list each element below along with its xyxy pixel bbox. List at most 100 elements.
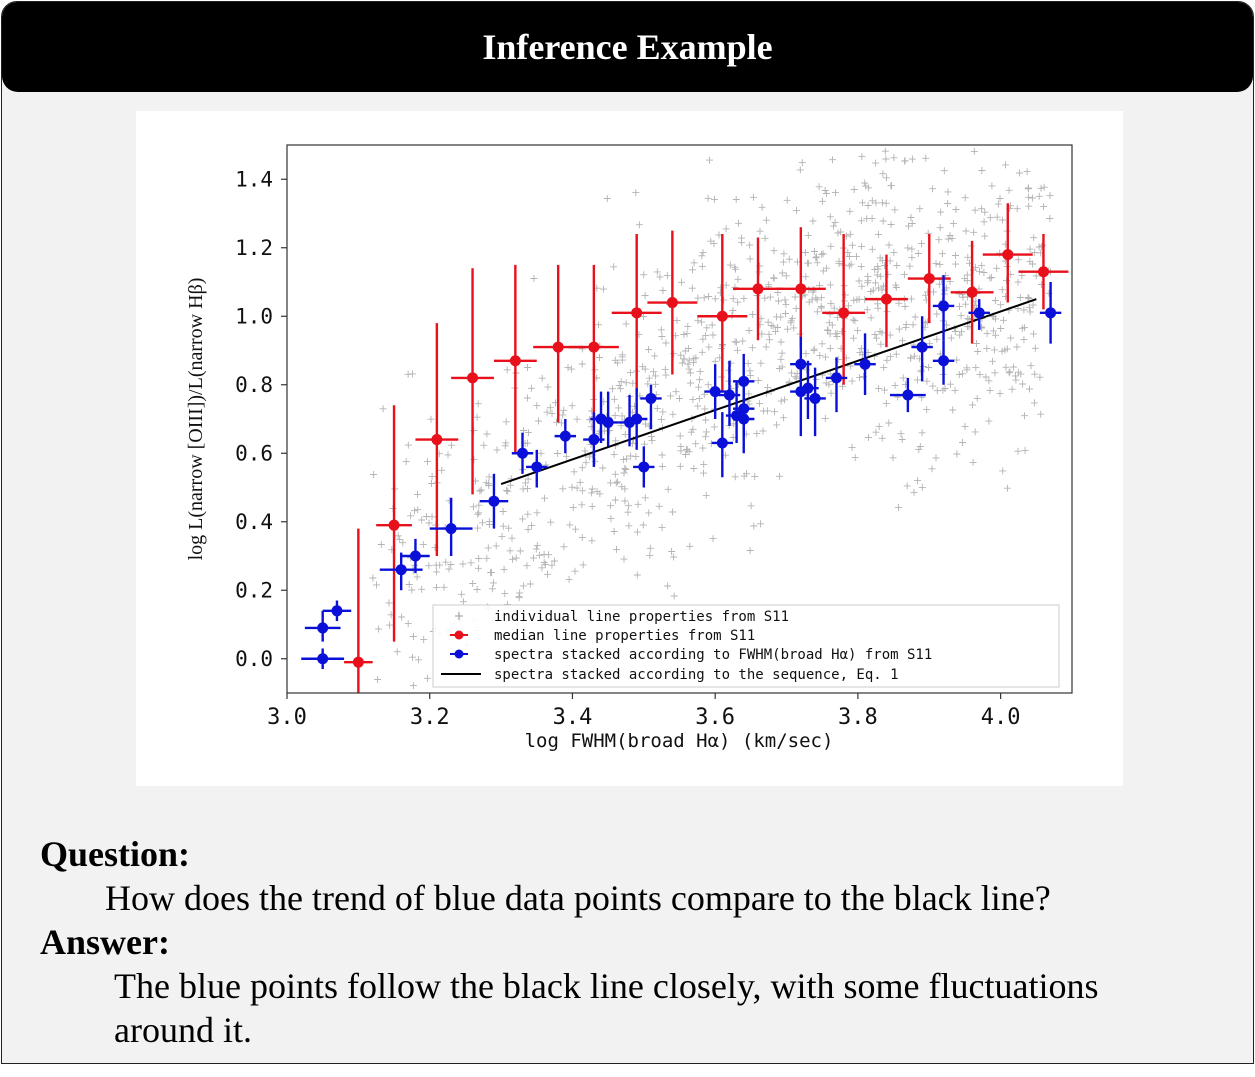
- blue-marker: [802, 382, 814, 394]
- answer-text: The blue points follow the black line cl…: [114, 966, 1099, 1050]
- blue-marker: [916, 341, 928, 353]
- blue-point-9: [554, 419, 577, 454]
- blue-marker: [409, 550, 421, 562]
- y-tick-label-3: 0.6: [235, 441, 273, 465]
- blue-point-2: [322, 600, 352, 622]
- y-tick-label-0: 0.0: [235, 647, 273, 671]
- red-marker: [509, 355, 521, 367]
- qa-section: Question: How does the trend of blue dat…: [40, 832, 1230, 1052]
- legend: individual line properties from S11 medi…: [432, 604, 1060, 688]
- blue-point-17: [704, 364, 726, 419]
- blue-point-32: [932, 340, 955, 385]
- question-label: Question:: [40, 834, 191, 874]
- red-point-16: [982, 203, 1033, 303]
- scatter-layer: [369, 147, 1055, 690]
- blue-point-28: [825, 357, 848, 413]
- blue-marker: [738, 375, 750, 387]
- blue-marker: [638, 461, 650, 473]
- blue-point-4: [401, 538, 430, 574]
- red-marker: [716, 310, 728, 322]
- red-point-4: [493, 264, 537, 454]
- blue-point-23: [733, 391, 755, 454]
- blue-marker: [588, 434, 600, 446]
- red-marker: [966, 286, 978, 298]
- red-point-13: [865, 254, 908, 348]
- blue-point-5: [429, 497, 473, 556]
- blue-point-7: [511, 432, 534, 474]
- red-point-1: [376, 405, 412, 642]
- blue-marker: [709, 386, 721, 398]
- blue-marker: [602, 416, 614, 428]
- blue-marker: [902, 389, 914, 401]
- blue-point-30: [890, 377, 926, 413]
- blue-marker: [317, 653, 329, 665]
- blue-marker: [809, 392, 821, 404]
- red-point-3: [451, 268, 494, 495]
- blue-point-14: [625, 388, 648, 450]
- blue-point-6: [479, 473, 509, 529]
- legend-handle-stacked: [454, 649, 464, 659]
- red-marker: [631, 307, 643, 319]
- plot-frame: [286, 144, 1073, 694]
- red-point-10: [733, 237, 783, 341]
- x-axis-label: log FWHM(broad Hα) (km/sec): [525, 730, 834, 752]
- blue-point-0: [301, 648, 345, 670]
- red-marker: [552, 341, 564, 353]
- red-point-0: [344, 528, 373, 693]
- marks-layer: [301, 203, 1069, 693]
- blue-marker: [859, 358, 871, 370]
- red-marker: [588, 341, 600, 353]
- legend-label-individual: individual line properties from S11: [494, 609, 789, 625]
- blue-marker: [938, 300, 950, 312]
- legend-label-stacked-fwhm: spectra stacked according to FWHM(broad …: [494, 647, 932, 663]
- y-tick-label-4: 0.8: [235, 373, 273, 397]
- blue-point-16: [640, 384, 662, 430]
- red-marker: [752, 283, 764, 295]
- scatter-chart: 3.0 3.2 3.4 3.6 3.8 4.0 0.0 0.2 0.4 0.6 0.8 1.0 1.2 1…: [185, 144, 1073, 752]
- x-tick-label-5: 4.0: [981, 705, 1021, 730]
- blue-marker: [631, 413, 643, 425]
- blue-marker: [531, 461, 543, 473]
- blue-point-31: [911, 316, 933, 382]
- blue-marker: [938, 355, 950, 367]
- legend-handle-individual: [455, 612, 463, 620]
- blue-marker: [973, 307, 985, 319]
- blue-point-1: [304, 610, 341, 642]
- y-axis-label: log L(narrow [OIII])/L(narrow Hβ): [185, 278, 207, 561]
- blue-marker: [331, 605, 343, 617]
- individual-points: [369, 147, 1055, 690]
- sequence-fit-line: [500, 298, 1037, 486]
- blue-point-35: [1039, 282, 1062, 344]
- red-marker: [467, 372, 479, 384]
- x-tick-label-4: 3.8: [838, 705, 878, 730]
- legend-label-median: median line properties from S11: [494, 628, 755, 644]
- blue-point-15: [633, 446, 655, 488]
- blue-marker: [645, 392, 657, 404]
- chart-panel: 3.0 3.2 3.4 3.6 3.8 4.0 0.0 0.2 0.4 0.6 0.8 1.0 1.2 1…: [136, 111, 1123, 786]
- red-marker: [838, 307, 850, 319]
- y-tick-label-1: 0.2: [235, 578, 273, 602]
- blue-marker: [831, 372, 842, 384]
- red-marker: [880, 293, 892, 305]
- red-marker: [1002, 249, 1014, 261]
- blue-marker: [395, 564, 407, 576]
- blue-point-19: [711, 412, 734, 478]
- question-text: How does the trend of blue data points c…: [105, 878, 1051, 918]
- red-point-9: [697, 234, 748, 392]
- red-point-12: [822, 234, 866, 385]
- blue-marker: [723, 389, 735, 401]
- blue-point-8: [526, 449, 548, 488]
- blue-marker: [517, 447, 528, 459]
- blue-point-12: [597, 391, 619, 447]
- blue-point-34: [968, 299, 990, 330]
- x-tick-label-0: 3.0: [267, 705, 307, 730]
- red-point-2: [415, 323, 459, 556]
- legend-label-sequence: spectra stacked according to the sequenc…: [494, 667, 899, 683]
- header-bar: Inference Example: [2, 2, 1253, 92]
- blue-marker: [559, 430, 571, 442]
- blue-marker: [445, 523, 457, 535]
- y-tick-label-6: 1.2: [235, 236, 273, 260]
- red-point-17: [1018, 234, 1069, 310]
- y-tick-label-5: 1.0: [235, 304, 273, 328]
